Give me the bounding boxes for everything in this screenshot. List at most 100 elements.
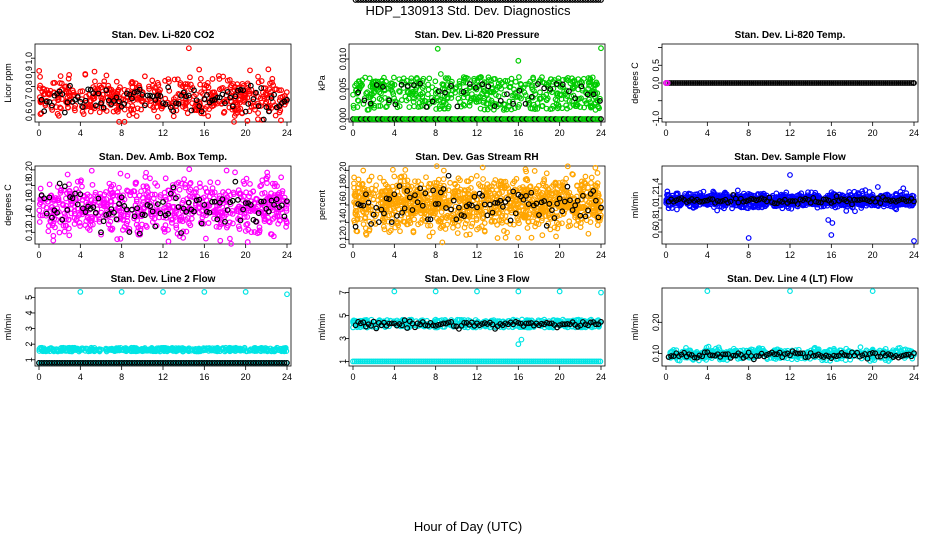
- data-point: [886, 80, 893, 86]
- data-point: [504, 229, 510, 236]
- data-point: [255, 79, 262, 86]
- data-point: [443, 215, 450, 221]
- data-point: [520, 196, 527, 203]
- data-point: [91, 105, 98, 112]
- data-point: [497, 197, 504, 204]
- data-point: [543, 170, 550, 177]
- data-point: [500, 107, 507, 113]
- data-point: [528, 93, 535, 100]
- data-point: [815, 80, 822, 86]
- data-point: [752, 80, 759, 86]
- data-point: [492, 210, 499, 217]
- data-point: [157, 210, 164, 217]
- data-point: [574, 0, 581, 3]
- data-point: [168, 216, 175, 223]
- data-point: [199, 202, 205, 209]
- data-point: [374, 207, 381, 214]
- data-point: [231, 118, 237, 125]
- data-point: [219, 196, 226, 203]
- data-point: [437, 218, 444, 225]
- data-point: [232, 93, 239, 100]
- data-point: [479, 183, 486, 190]
- data-point: [524, 225, 531, 231]
- data-point: [516, 197, 523, 203]
- data-point: [357, 216, 364, 222]
- data-point: [381, 210, 387, 217]
- data-point: [431, 194, 438, 200]
- data-point: [702, 80, 708, 86]
- data-point: [858, 80, 865, 86]
- x-tick-label: 8: [746, 128, 751, 138]
- data-point: [793, 80, 800, 86]
- data-point: [408, 75, 415, 82]
- data-point: [46, 194, 53, 201]
- data-point: [129, 95, 135, 102]
- data-point: [789, 80, 796, 86]
- data-point: [54, 209, 60, 216]
- data-point: [234, 105, 241, 112]
- x-tick-label: 20: [555, 128, 565, 138]
- data-point: [223, 224, 230, 231]
- data-point: [422, 190, 429, 197]
- data-point: [595, 214, 602, 221]
- data-point: [408, 183, 415, 190]
- data-point: [499, 0, 506, 3]
- data-point: [361, 95, 368, 102]
- data-point: [828, 80, 835, 86]
- data-point: [110, 108, 117, 115]
- data-point: [673, 206, 680, 213]
- data-point: [546, 200, 553, 207]
- x-tick-label: 16: [513, 128, 523, 138]
- data-point: [750, 80, 757, 86]
- data-point: [401, 205, 408, 212]
- data-point: [577, 212, 584, 219]
- y-tick-label: 0.16: [338, 196, 348, 214]
- data-point: [396, 183, 403, 189]
- data-point: [774, 80, 781, 86]
- data-point: [381, 0, 387, 3]
- data-point: [221, 108, 228, 115]
- data-point: [142, 212, 148, 218]
- x-tick-label: 12: [158, 128, 168, 138]
- data-point: [574, 197, 581, 204]
- data-point: [535, 81, 541, 87]
- data-point: [453, 0, 460, 3]
- data-point: [242, 108, 249, 115]
- data-point: [828, 232, 835, 238]
- data-point: [471, 96, 478, 103]
- data-point: [481, 220, 488, 226]
- data-point: [201, 96, 208, 102]
- data-point: [149, 219, 156, 225]
- data-point: [37, 185, 44, 192]
- data-point: [266, 108, 272, 115]
- data-point: [456, 204, 462, 211]
- data-point: [365, 0, 372, 3]
- data-point: [380, 83, 386, 90]
- data-point: [152, 97, 159, 103]
- data-point: [541, 85, 548, 92]
- data-point: [522, 176, 529, 183]
- data-points: [36, 166, 290, 247]
- data-point: [435, 0, 442, 3]
- data-point: [474, 204, 480, 211]
- data-point: [185, 199, 192, 206]
- data-point: [448, 83, 455, 89]
- data-point: [116, 200, 122, 207]
- data-point: [466, 214, 473, 220]
- data-point: [423, 103, 430, 110]
- data-point: [903, 80, 909, 86]
- data-point: [252, 106, 258, 113]
- data-point: [501, 185, 508, 192]
- data-point: [121, 100, 128, 107]
- data-point: [121, 118, 128, 125]
- data-point: [476, 225, 482, 231]
- data-point: [539, 232, 546, 239]
- data-point: [364, 89, 371, 96]
- data-point: [756, 80, 762, 86]
- data-point: [410, 229, 417, 236]
- data-point: [37, 73, 43, 80]
- data-point: [569, 207, 576, 213]
- data-point: [504, 78, 511, 84]
- data-point: [497, 97, 504, 104]
- data-point: [256, 229, 263, 236]
